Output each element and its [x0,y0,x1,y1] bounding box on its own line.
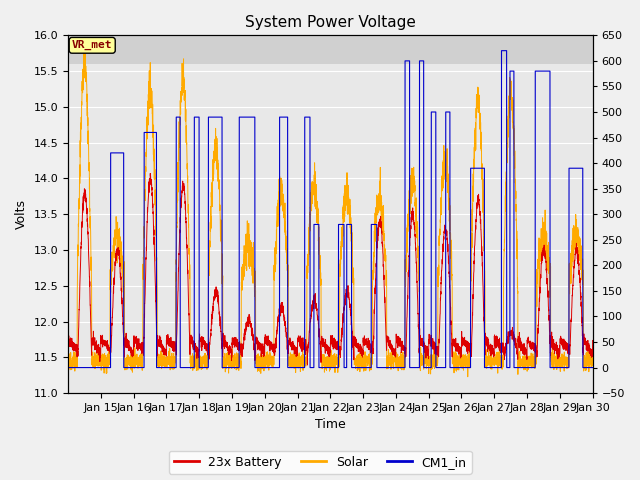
Title: System Power Voltage: System Power Voltage [245,15,416,30]
Y-axis label: Volts: Volts [15,199,28,229]
Bar [68,36,593,64]
X-axis label: Time: Time [315,419,346,432]
Text: VR_met: VR_met [72,40,113,50]
Legend: 23x Battery, Solar, CM1_in: 23x Battery, Solar, CM1_in [168,451,472,474]
